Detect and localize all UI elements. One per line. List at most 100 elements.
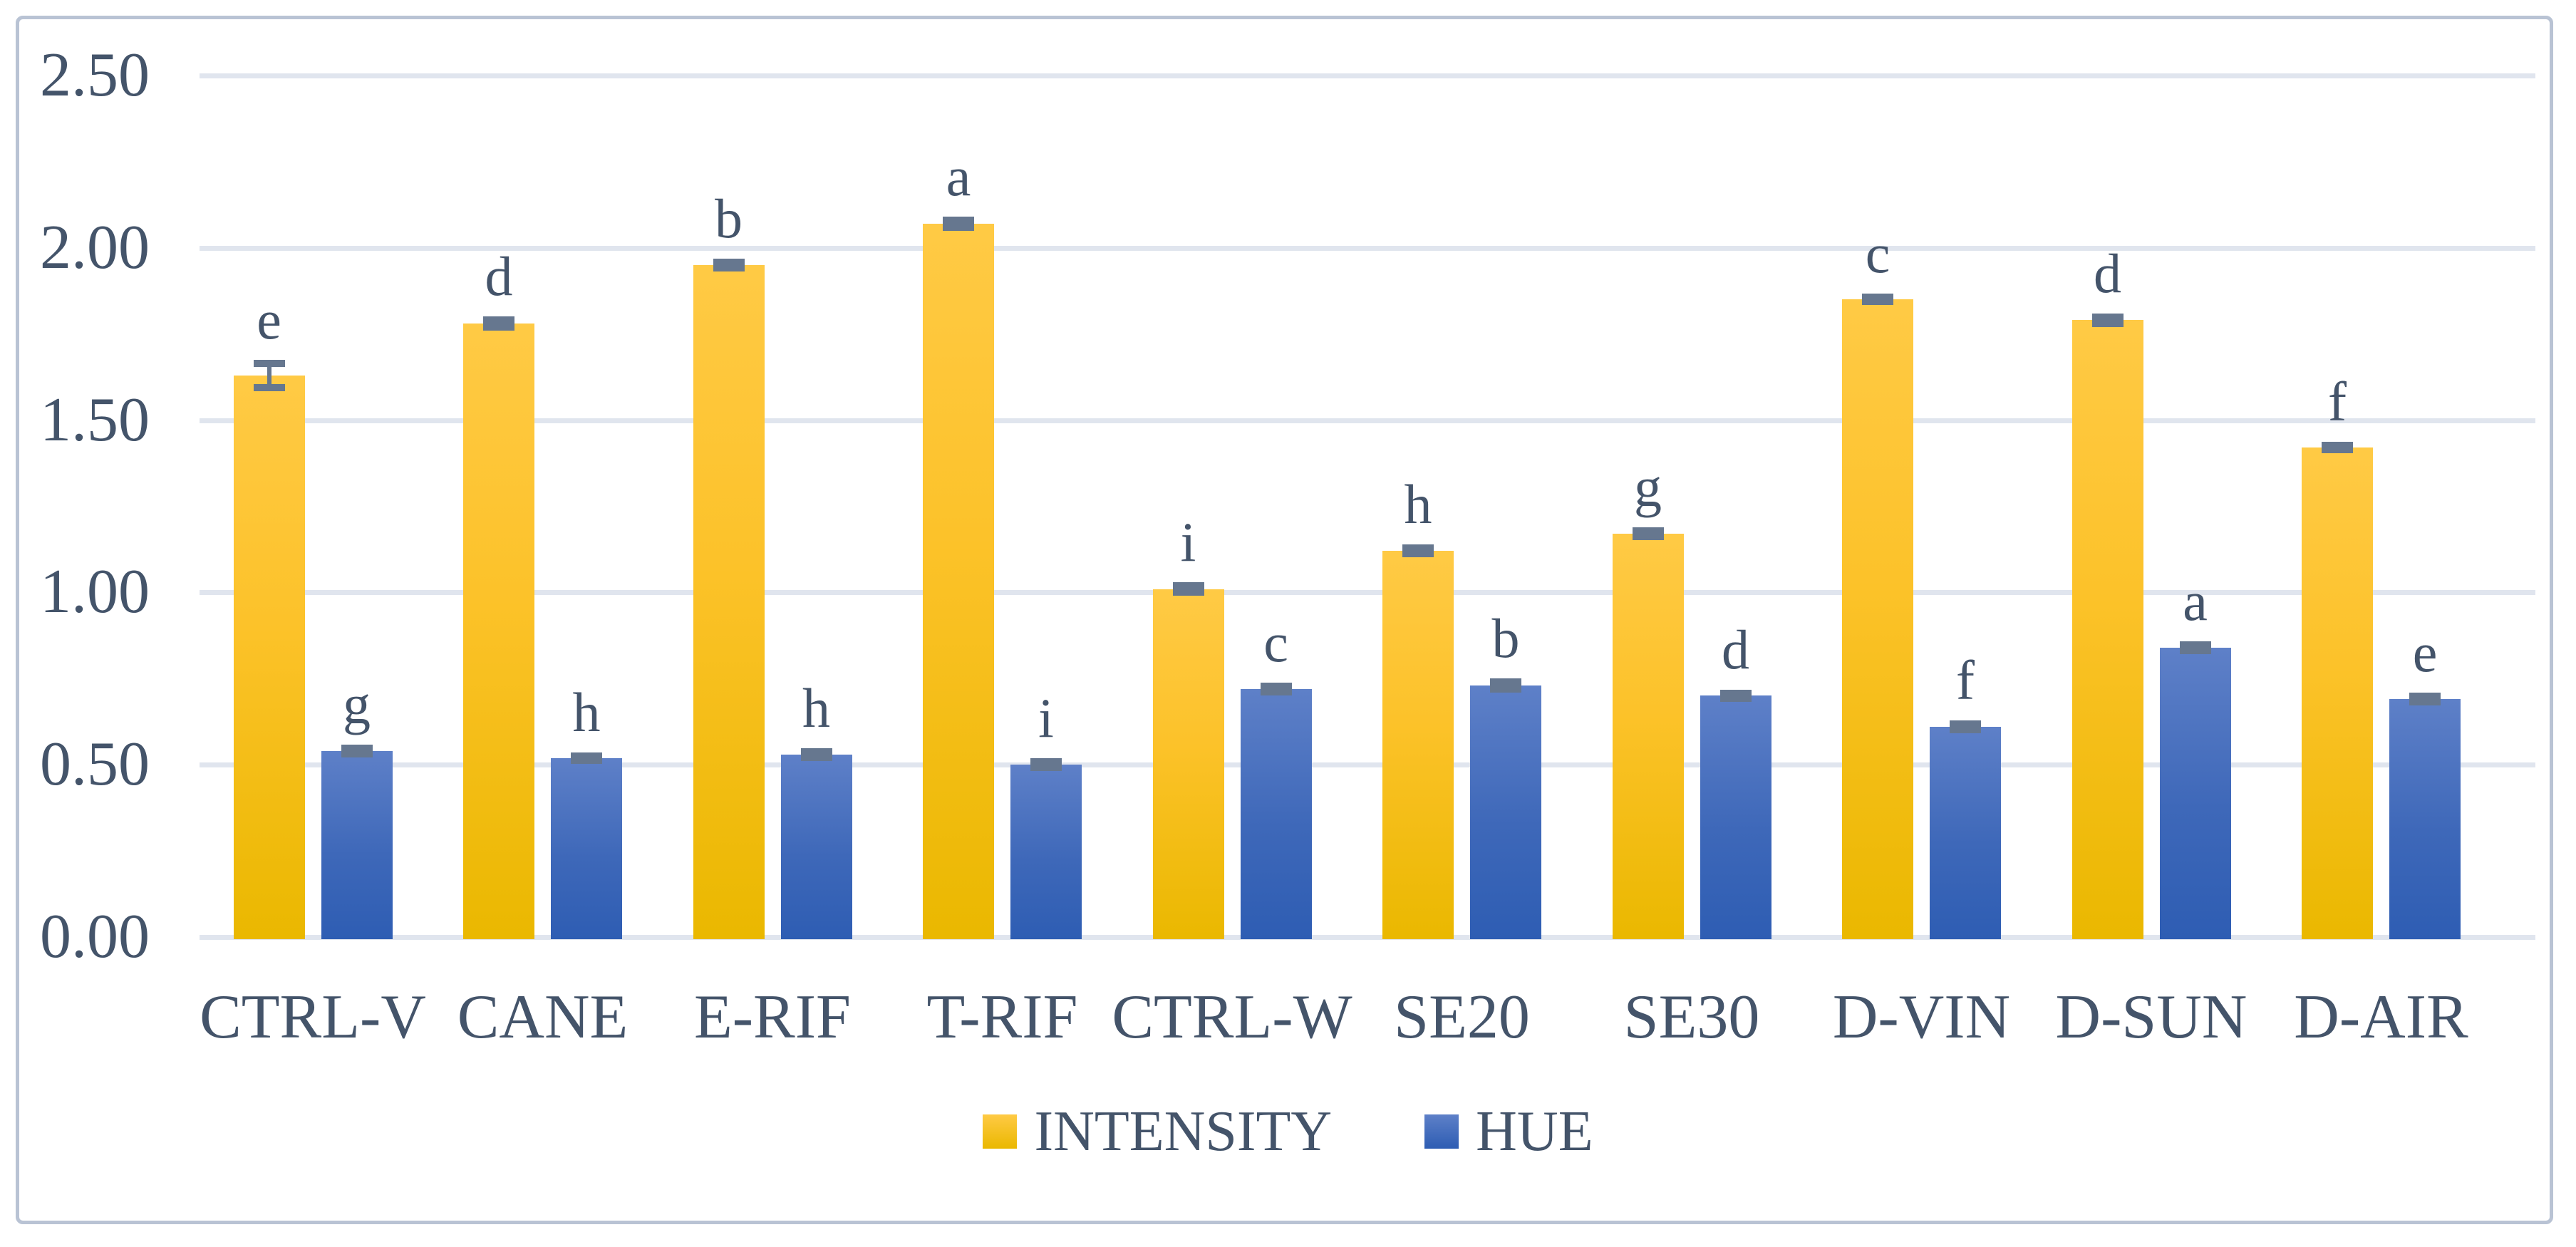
error-bar-cap-top (253, 359, 285, 367)
error-bar-cap-bottom (1172, 589, 1204, 596)
error-bar-cap-bottom (713, 264, 745, 271)
error-bar-cap-top (571, 752, 602, 760)
x-axis-category-label: D-VIN (1832, 983, 2011, 1052)
error-bar-cap-bottom (1632, 533, 1664, 541)
significance-letter: h (572, 681, 601, 743)
significance-letter: f (2328, 371, 2347, 433)
bar-hue-SE30 (1700, 695, 1771, 939)
error-bar-cap-top (1862, 294, 1893, 301)
gridline-y-0.50 (200, 762, 2535, 768)
significance-letter: a (2183, 569, 2208, 632)
x-axis-category-label: CTRL-V (200, 983, 426, 1052)
y-axis-tick-label: 0.50 (40, 730, 150, 800)
gridline-y-2.00 (200, 245, 2535, 251)
error-bar-cap-bottom (253, 383, 285, 391)
error-bar-cap-top (2322, 442, 2353, 450)
significance-letter: h (1404, 473, 1432, 536)
bar-intensity-D-VIN (1842, 299, 1913, 939)
error-bar-cap-top (483, 316, 514, 324)
error-bar-cap-top (1950, 720, 1981, 728)
bar-intensity-SE20 (1382, 551, 1454, 939)
significance-letter: d (2094, 242, 2121, 304)
error-bar-cap-bottom (1490, 685, 1521, 693)
x-axis-category-label: T-RIF (926, 983, 1078, 1052)
significance-letter: c (1865, 222, 1890, 285)
x-axis-category-label: SE20 (1394, 983, 1530, 1052)
error-bar-cap-top (1172, 581, 1204, 589)
bar-hue-CTRL-V (321, 750, 393, 939)
x-axis-category-label: D-SUN (2055, 983, 2247, 1052)
error-bar-cap-top (2409, 693, 2441, 700)
error-bar-cap-bottom (571, 756, 602, 764)
significance-letter: e (257, 288, 281, 351)
error-bar-cap-bottom (341, 750, 373, 757)
significance-letter: g (1634, 456, 1662, 519)
bar-intensity-D-AIR (2302, 447, 2373, 939)
y-axis-tick-label: 2.50 (40, 41, 150, 110)
gridline-y-1.00 (200, 590, 2535, 596)
error-bar-cap-bottom (1950, 725, 1981, 733)
bar-intensity-CTRL-W (1152, 589, 1224, 939)
y-axis-tick-label: 0.00 (40, 902, 150, 971)
error-bar-cap-bottom (2409, 698, 2441, 706)
x-axis-category-label: CTRL-W (1112, 983, 1352, 1052)
significance-letter: d (485, 245, 513, 308)
bar-hue-CTRL-W (1240, 688, 1312, 939)
error-bar-cap-bottom (943, 223, 974, 231)
bar-hue-CANE (551, 757, 622, 939)
error-bar-cap-top (713, 259, 745, 267)
bar-intensity-CANE (463, 324, 534, 939)
error-bar-cap-bottom (483, 324, 514, 331)
bar-hue-D-SUN (2159, 647, 2231, 939)
error-bar-cap-top (341, 744, 373, 752)
x-axis-category-label: CANE (457, 983, 629, 1052)
significance-letter: a (946, 145, 971, 208)
error-bar-cap-bottom (800, 753, 832, 761)
error-bar-cap-top (1402, 544, 1434, 552)
gridline-y-2.50 (200, 73, 2535, 78)
bar-hue-D-VIN (1930, 727, 2001, 939)
significance-letter: d (1722, 618, 1749, 681)
legend-label: INTENSITY (1034, 1100, 1333, 1163)
error-bar-cap-top (943, 217, 974, 224)
bar-intensity-SE30 (1612, 534, 1684, 939)
significance-letter: i (1038, 687, 1054, 750)
error-bar-cap-bottom (1030, 764, 1062, 772)
bar-hue-T-RIF (1010, 765, 1082, 939)
error-bar-line (267, 363, 271, 388)
error-bar-cap-top (800, 747, 832, 755)
error-bar-cap-bottom (1402, 550, 1434, 558)
y-axis-tick-label: 2.00 (40, 212, 150, 282)
error-bar-cap-bottom (2091, 320, 2124, 328)
x-axis-category-label: D-AIR (2294, 983, 2468, 1052)
y-axis-tick-label: 1.00 (40, 557, 150, 627)
error-bar-cap-top (2179, 641, 2211, 648)
bar-intensity-D-SUN (2071, 320, 2143, 939)
error-bar-cap-top (1490, 678, 1521, 686)
bar-hue-D-AIR (2389, 699, 2461, 939)
significance-letter: h (802, 676, 830, 739)
legend-swatch-intensity (983, 1114, 1018, 1149)
significance-letter: e (2412, 621, 2438, 684)
bar-intensity-CTRL-V (233, 375, 305, 939)
gridline-y-0.00 (200, 935, 2535, 940)
error-bar-cap-bottom (1260, 688, 1292, 695)
error-bar-cap-top (1719, 689, 1752, 697)
significance-letter: c (1263, 611, 1288, 673)
bar-hue-E-RIF (780, 754, 852, 939)
error-bar-cap-bottom (1862, 298, 1893, 306)
significance-letter: g (343, 673, 371, 735)
error-bar-cap-top (2091, 313, 2124, 321)
legend: INTENSITY HUE (0, 1103, 2576, 1160)
significance-letter: f (1956, 649, 1975, 712)
legend-label: HUE (1476, 1100, 1593, 1163)
legend-swatch-hue (1424, 1114, 1459, 1149)
error-bar-cap-top (1260, 682, 1292, 690)
x-axis-category-label: SE30 (1623, 983, 1760, 1052)
error-bar-cap-top (1632, 527, 1664, 535)
error-bar-cap-bottom (1719, 695, 1752, 703)
bar-intensity-E-RIF (693, 264, 765, 939)
significance-letter: i (1180, 510, 1196, 573)
error-bar-cap-bottom (2322, 446, 2353, 454)
gridline-y-1.50 (200, 418, 2535, 423)
